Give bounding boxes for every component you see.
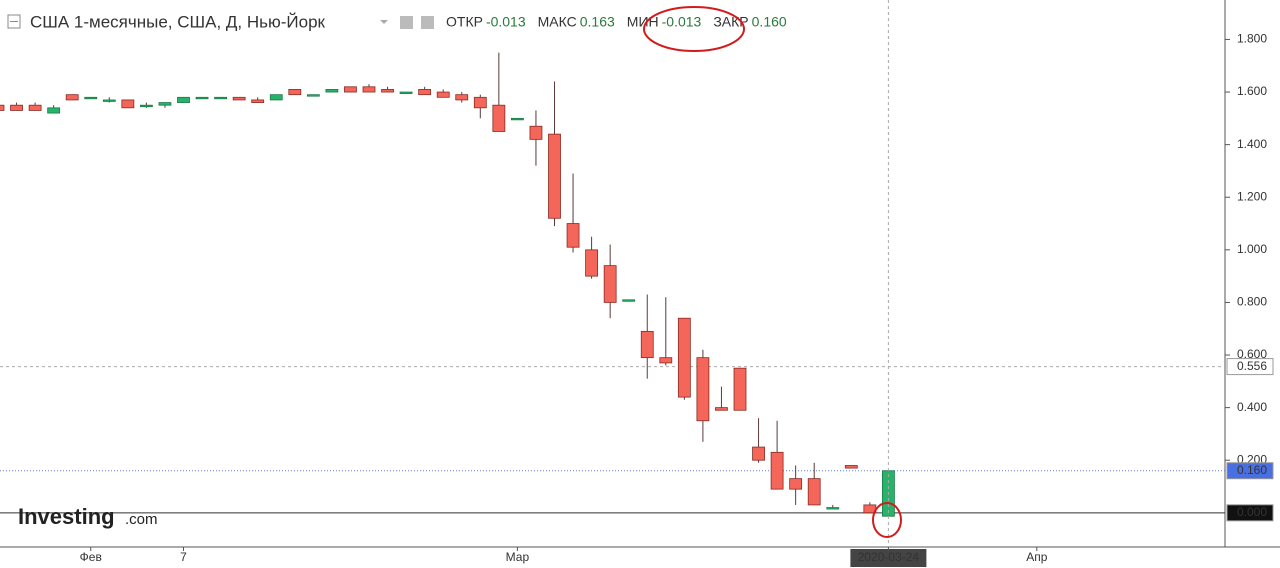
candle-body <box>622 299 636 302</box>
y-tick-label: 1.800 <box>1237 32 1267 46</box>
menu-icon[interactable] <box>7 14 21 29</box>
candle-body <box>158 102 172 106</box>
candle-body <box>659 357 673 364</box>
candle-body <box>640 330 654 359</box>
candle-body <box>177 96 190 103</box>
legend-label: МАКС <box>538 14 577 30</box>
title-dropdown[interactable] <box>380 20 388 24</box>
legend-label: ОТКР <box>446 14 483 30</box>
candle-body <box>362 86 376 93</box>
candle-body <box>102 99 116 102</box>
crosshair-line-box <box>1226 358 1274 376</box>
settings-icon[interactable] <box>400 16 413 29</box>
candle-body <box>603 265 617 303</box>
legend-value: 0.163 <box>580 14 615 30</box>
candle-body <box>510 117 524 121</box>
y-tick-label: 0.400 <box>1237 400 1267 414</box>
candle-body <box>548 133 561 219</box>
candle-body <box>325 89 339 93</box>
candle-body <box>195 96 209 100</box>
candle-body <box>418 89 432 96</box>
candle-body <box>473 96 487 109</box>
candle-body <box>121 99 135 109</box>
candle-body <box>269 94 283 101</box>
chart-title: США 1-месячные, США, Д, Нью-Йорк <box>30 12 326 31</box>
logo-suffix: .com <box>125 511 158 528</box>
candle-body <box>752 446 765 461</box>
annotation-circle <box>872 502 902 538</box>
candle-body <box>715 407 728 411</box>
candle-body <box>733 367 747 411</box>
ohlc-legend: ОТКР -0.013 МАКС 0.163 МИН -0.013 ЗАКР 0.160 <box>446 14 787 30</box>
legend-value: 0.160 <box>752 14 787 30</box>
candle-body <box>232 96 246 101</box>
x-tick-label: Мар <box>506 550 530 564</box>
candle-body <box>826 507 840 510</box>
candle-body <box>789 478 803 490</box>
x-tick-label: Апр <box>1026 550 1048 564</box>
candle-body <box>65 94 79 101</box>
candle-body <box>381 89 394 93</box>
last-price-line-label: 0.160 <box>1237 463 1267 477</box>
candle-body <box>455 94 469 101</box>
candle-body <box>47 107 61 114</box>
candle-body <box>0 104 5 111</box>
candle-body <box>585 249 598 277</box>
legend-value: -0.013 <box>486 14 526 30</box>
candle-body <box>84 96 98 100</box>
crosshair-line-label: 0.556 <box>1237 359 1267 373</box>
y-tick-label: 1.000 <box>1237 242 1267 256</box>
candle-body <box>344 86 357 93</box>
candle-body <box>807 478 821 506</box>
candle-body <box>10 104 23 111</box>
y-tick-label: 1.400 <box>1237 137 1267 151</box>
logo: Investing <box>18 504 115 529</box>
x-tick-label: 7 <box>180 550 187 564</box>
zero-line-box <box>1226 504 1274 522</box>
candle-body <box>399 91 413 94</box>
candle-body <box>251 99 265 103</box>
candle-body <box>214 96 228 100</box>
y-tick-label: 1.600 <box>1237 84 1267 98</box>
candle-body <box>139 104 153 108</box>
legend-value: -0.013 <box>662 14 702 30</box>
candle-body <box>436 91 450 98</box>
candle-body <box>529 125 543 140</box>
candle-body <box>770 451 784 490</box>
candle-body <box>492 104 506 132</box>
candle-body <box>28 104 42 111</box>
y-tick-label: 1.200 <box>1237 189 1267 203</box>
candle-body <box>844 465 858 469</box>
settings-icon[interactable] <box>421 16 434 29</box>
y-tick-label: 0.800 <box>1237 295 1267 309</box>
y-tick-label: 0.600 <box>1237 347 1267 361</box>
legend-label: ЗАКР <box>713 14 748 30</box>
last-price-line-box <box>1226 462 1274 480</box>
candle-body <box>566 223 580 248</box>
candle-body <box>306 94 320 97</box>
x-tick-label: Фев <box>80 550 102 564</box>
annotation-circle <box>643 6 745 52</box>
zero-line-label: 0.000 <box>1237 505 1267 519</box>
candle-body <box>288 89 302 96</box>
candle-body <box>677 317 691 398</box>
candle-body <box>696 357 710 422</box>
x-highlight-box <box>850 549 927 567</box>
x-tick-label: 2020-03-24 <box>858 550 920 564</box>
